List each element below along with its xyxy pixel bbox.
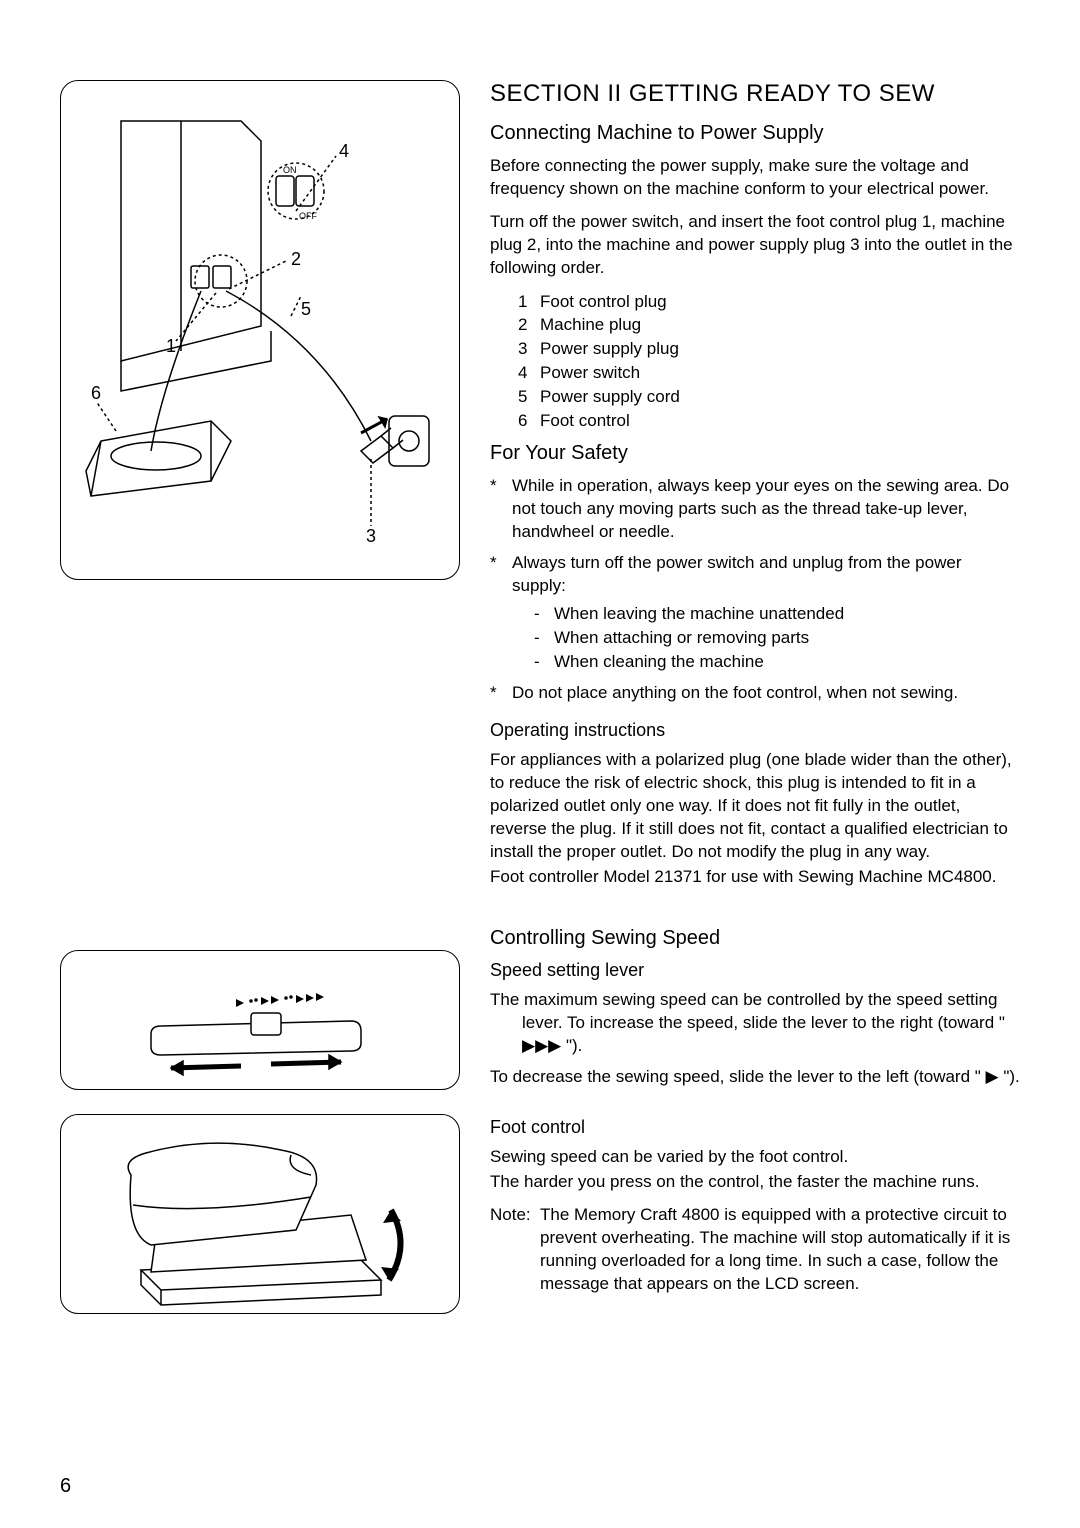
diagram-speed-lever — [60, 950, 460, 1090]
page-number: 6 — [60, 1475, 71, 1498]
callout-4: 4 — [339, 141, 349, 162]
lever-p2: To decrease the sewing speed, slide the … — [490, 1066, 1020, 1089]
machine-connection-illustration: ON OFF — [61, 81, 461, 581]
foot-p1: Sewing speed can be varied by the foot c… — [490, 1146, 1020, 1169]
heading-lever: Speed setting lever — [490, 960, 1020, 981]
note-label: Note: — [490, 1204, 540, 1296]
left-column: ON OFF — [60, 80, 460, 1338]
svg-text:ON: ON — [283, 165, 297, 175]
operating-p1: For appliances with a polarized plug (on… — [490, 749, 1020, 864]
connect-p1: Before connecting the power supply, make… — [490, 155, 1020, 201]
heading-speed: Controlling Sewing Speed — [490, 927, 1020, 950]
lever-p1: The maximum sewing speed can be controll… — [490, 989, 1020, 1058]
heading-safety: For Your Safety — [490, 442, 1020, 465]
safety-sublist: -When leaving the machine unattended -Wh… — [512, 602, 1020, 673]
callout-1: 1 — [166, 336, 176, 357]
foot-control-illustration — [61, 1115, 461, 1315]
connect-p2: Turn off the power switch, and insert th… — [490, 211, 1020, 280]
right-column: SECTION II GETTING READY TO SEW Connecti… — [490, 80, 1020, 1338]
section-title: SECTION II GETTING READY TO SEW — [490, 80, 1020, 108]
heading-foot: Foot control — [490, 1117, 1020, 1138]
foot-p2: The harder you press on the control, the… — [490, 1171, 1020, 1194]
callout-3: 3 — [366, 526, 376, 547]
speed-lever-illustration — [61, 951, 461, 1091]
operating-p2: Foot controller Model 21371 for use with… — [490, 866, 1020, 889]
callout-5: 5 — [301, 299, 311, 320]
diagram-power-connection: ON OFF — [60, 80, 460, 580]
safety-list: *While in operation, always keep your ey… — [490, 475, 1020, 704]
parts-list: 1Foot control plug 2Machine plug 3Power … — [490, 290, 1020, 433]
note: Note: The Memory Craft 4800 is equipped … — [490, 1204, 1020, 1296]
callout-2: 2 — [291, 249, 301, 270]
note-text: The Memory Craft 4800 is equipped with a… — [540, 1204, 1020, 1296]
callout-6: 6 — [91, 383, 101, 404]
diagram-foot-control — [60, 1114, 460, 1314]
heading-operating: Operating instructions — [490, 720, 1020, 741]
heading-connecting: Connecting Machine to Power Supply — [490, 122, 1020, 145]
